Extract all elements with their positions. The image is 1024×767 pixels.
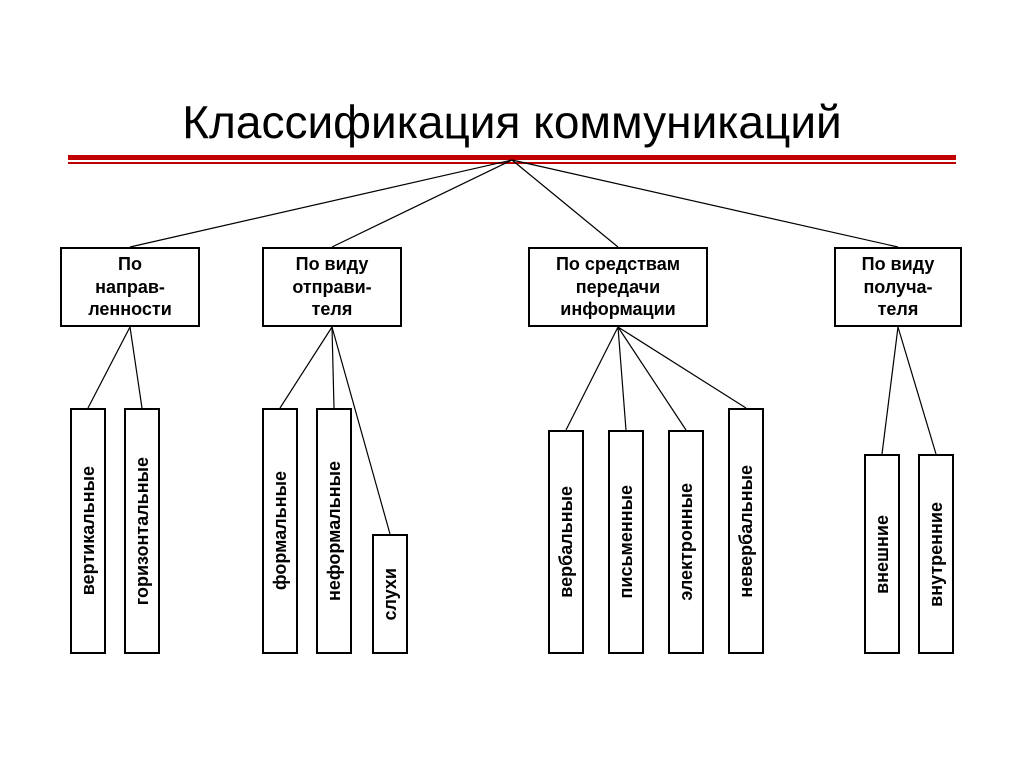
leaf-external: внешние	[864, 454, 900, 654]
leaf-informal: неформальные	[316, 408, 352, 654]
leaf-electronic: электронные	[668, 430, 704, 654]
leaf-rumors: слухи	[372, 534, 408, 654]
leaf-horizontal: горизонтальные	[124, 408, 160, 654]
leaf-label: слухи	[380, 568, 401, 621]
leaf-nonverbal: невербальные	[728, 408, 764, 654]
cat-direction: По направ- ленности	[60, 247, 200, 327]
leaf-label: вербальные	[556, 486, 577, 598]
leaf-label: формальные	[270, 471, 291, 590]
leaf-label: горизонтальные	[132, 457, 153, 605]
leaf-vertical: вертикальные	[70, 408, 106, 654]
leaf-written: письменные	[608, 430, 644, 654]
leaf-label: письменные	[616, 485, 637, 598]
leaf-label: внешние	[872, 515, 893, 594]
cat-sender: По виду отправи- теля	[262, 247, 402, 327]
leaf-verbal: вербальные	[548, 430, 584, 654]
diagram-title: Классификация коммуникаций	[0, 95, 1024, 149]
leaf-label: невербальные	[736, 465, 757, 598]
leaf-label: электронные	[676, 483, 697, 601]
leaf-label: вертикальные	[78, 466, 99, 595]
leaf-label: внутренние	[926, 502, 947, 607]
cat-receiver: По виду получа- теля	[834, 247, 962, 327]
cat-means: По средствам передачи информации	[528, 247, 708, 327]
title-underline	[68, 155, 956, 163]
leaf-label: неформальные	[324, 461, 345, 601]
leaf-internal: внутренние	[918, 454, 954, 654]
leaf-formal: формальные	[262, 408, 298, 654]
